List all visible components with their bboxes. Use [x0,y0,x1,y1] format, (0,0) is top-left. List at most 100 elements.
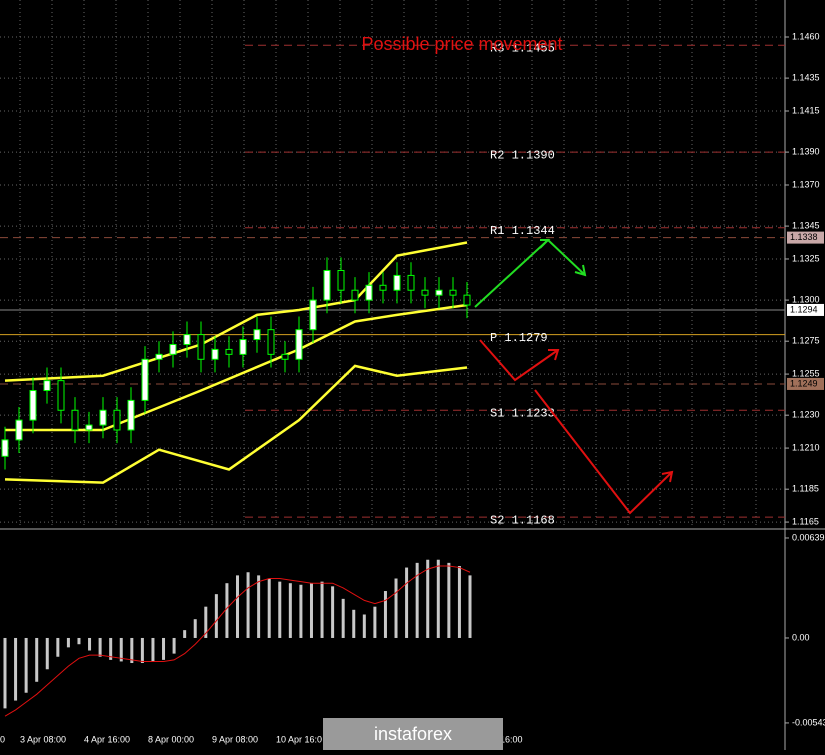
y-tick-label: 1.1435 [792,72,820,82]
oscillator-panel: 0 3 Apr 08:00 4 Apr 16:00 8 Apr 00:00 9 Apr … [0,532,825,744]
price-tag-label: 1.1338 [790,232,818,242]
arrow-head [539,239,551,249]
histogram-bar [447,562,451,638]
histogram-bar [236,575,239,638]
histogram-bar [373,606,377,638]
histogram-bar [309,583,313,638]
candle-body [337,269,345,291]
main-panel: 1.1460 1.1435 1.1415 1.1390 1.1370 1.1345 1.13… [0,0,824,527]
price-tag [787,231,824,244]
candle-body [295,329,303,360]
histogram-bar [109,637,113,660]
candle-body [407,274,415,291]
candle-body [365,284,373,301]
histogram-bar [214,594,218,638]
level-label: R3 1.1455 [490,41,555,55]
candle-body [421,289,429,296]
y-tick-label: 1.1325 [792,253,820,263]
level-label: S1 1.1233 [490,406,555,420]
level-label: R1 1.1344 [490,224,555,238]
histogram-bar [193,619,197,638]
histogram-bar [162,637,166,660]
candle-body [197,334,205,360]
histogram-bar [267,578,271,638]
price-tag-label: 1.1249 [790,378,818,388]
band-line [4,241,468,382]
histogram-bar [278,581,282,638]
arrow-head [574,264,587,277]
histogram-bar [204,606,208,638]
histogram-bar [35,637,39,682]
osc-y-tick-label: -0.00543 [792,717,825,727]
histogram-bar [299,584,303,638]
arrow-head [661,470,674,483]
y-tick-label: 1.1210 [792,442,820,452]
signal-line [4,565,471,717]
candle-body [183,334,191,345]
x-tick-label: 3 Apr 08:00 [20,734,66,744]
histogram-bar [98,637,102,657]
x-tick-label: 10 Apr 16:0 [276,734,322,744]
histogram-bar [88,637,92,651]
candle-body [309,299,317,331]
histogram-bar [436,559,440,638]
histogram-bar [415,562,419,638]
price-tag [787,303,824,316]
histogram-bar [24,637,28,693]
arrow-head [548,349,560,361]
x-tick-label: 8 Apr 00:00 [148,734,194,744]
x-tick-label: 4 Apr 16:00 [84,734,130,744]
histogram-bar [56,637,60,657]
candle-body [169,343,177,355]
histogram-bar [246,572,250,638]
histogram-bar [352,609,356,638]
histogram-bar [45,637,49,670]
chart-title: Possible price movement [361,34,562,54]
level-label: P 1.1279 [490,331,548,345]
x-tick-label: 9 Apr 08:00 [212,734,258,744]
histogram-bar [468,575,472,638]
histogram-bar [394,578,398,638]
histogram-bar [225,583,229,638]
candle-body [127,399,135,431]
candle-body [323,269,331,301]
logo: instaforex [374,724,452,744]
y-tick-label: 1.1275 [792,336,820,346]
arrow-down-path [534,389,673,515]
level-label: R2 1.1390 [490,148,555,162]
candle-body [351,289,359,301]
histogram-bar [331,586,335,638]
candle-body [281,353,289,360]
candle-body [15,419,23,441]
y-tick-label: 1.1415 [792,105,820,115]
price-tag [787,377,824,390]
candle-body [113,409,121,431]
histogram-bar [405,567,409,638]
y-tick-label: 1.1370 [792,179,820,189]
forecast-arrows [474,238,674,515]
histogram-bar [320,581,324,638]
y-tick-label: 1.1230 [792,410,820,420]
histogram-bar [14,637,18,701]
y-tick-label: 1.1185 [792,484,819,494]
histogram-bar [383,591,387,638]
histogram-bar [151,637,155,662]
candle-body [211,348,219,360]
candle-body [435,289,443,296]
x-tick-label: 0 [0,734,5,744]
candle-body [71,409,79,431]
candle-body [449,289,457,296]
candle-body [463,294,471,306]
candle-body [393,274,401,291]
histogram-bar [183,630,187,638]
histogram-bar [288,583,292,638]
histogram-bar [140,637,144,664]
osc-y-tick-label: 0.00 [792,632,810,642]
histogram-bar [119,637,123,662]
y-tick-label: 1.1345 [792,220,820,230]
histogram-bar [457,565,461,638]
candle-body [85,424,93,431]
candle-body [99,409,107,426]
candle-body [29,390,37,421]
